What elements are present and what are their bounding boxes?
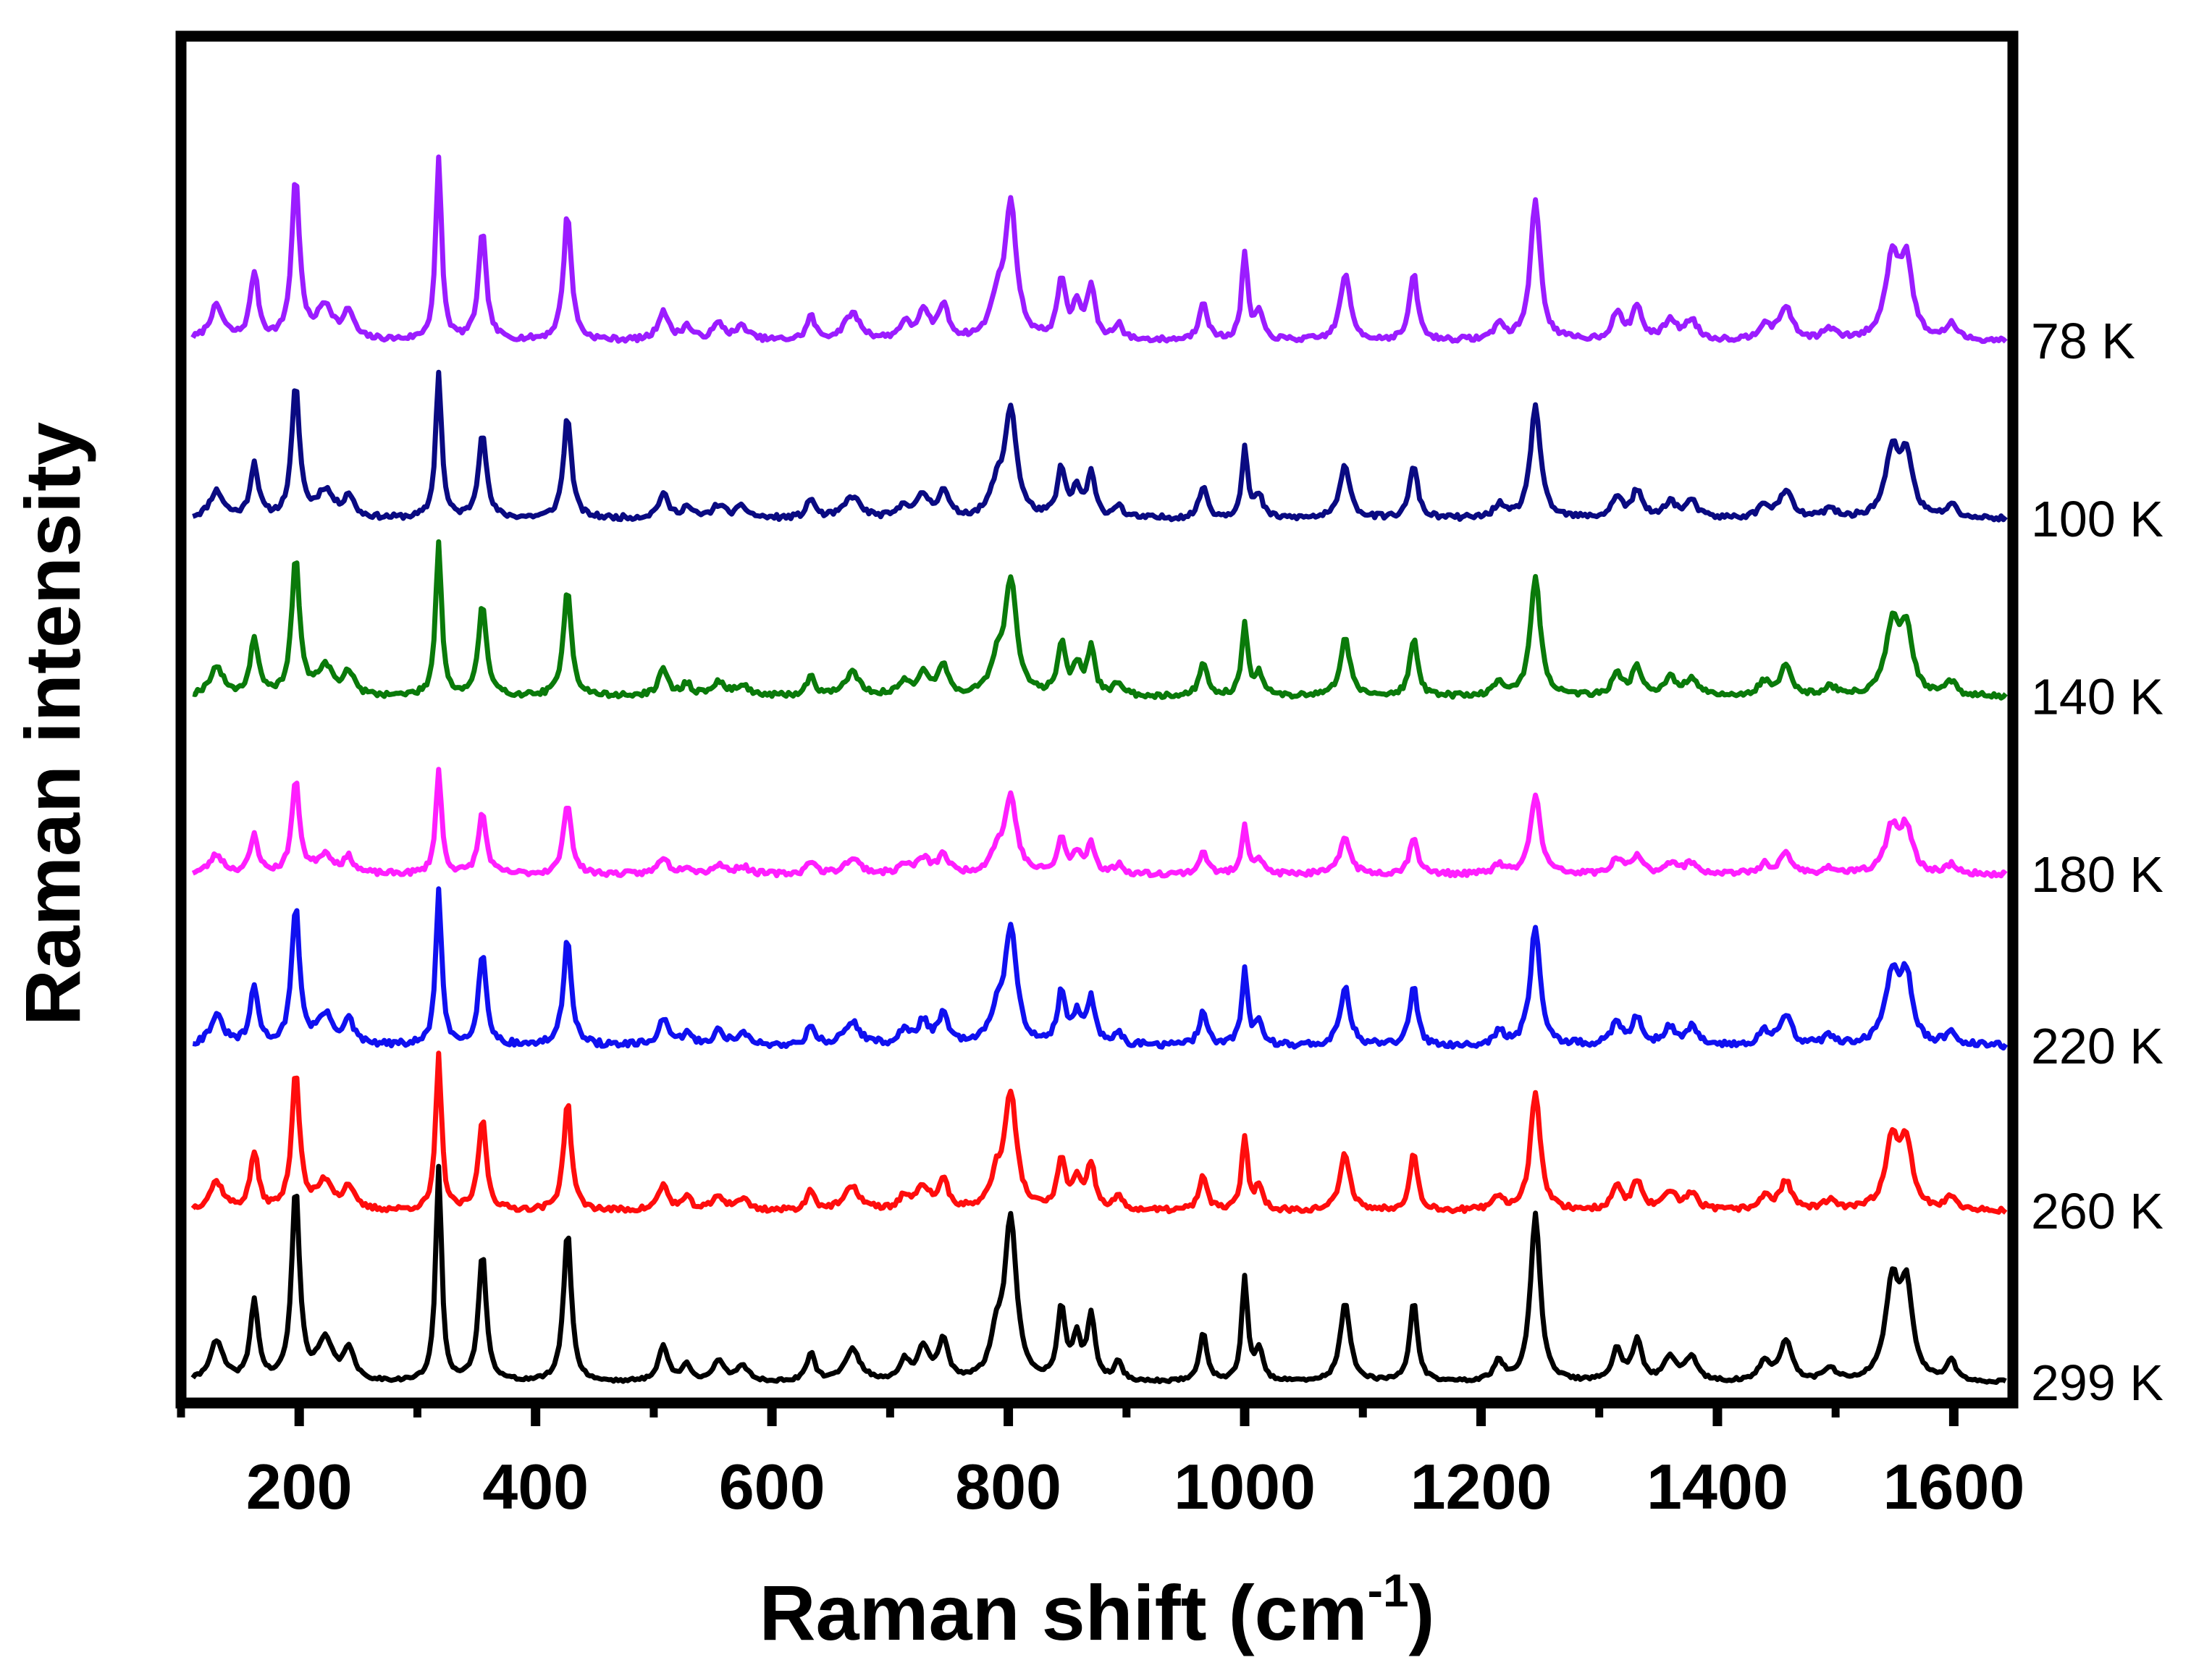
spectrum-78k (190, 154, 2008, 345)
temperature-label-220k: 220 K (2031, 1018, 2163, 1074)
x-ticks: 200 400 600 800 1000 1200 1400 1600 (177, 1403, 2025, 1522)
temperature-labels: 78 K 100 K 140 K 180 K 220 K 260 K 299 K (2031, 313, 2163, 1411)
spectrum-100k (192, 369, 2008, 523)
x-tick-label: 400 (482, 1451, 589, 1522)
x-axis-title-superscript: -1 (1368, 1564, 1409, 1617)
x-tick-label: 200 (246, 1451, 353, 1522)
x-axis-title: Raman shift (cm-1) (759, 1564, 1434, 1656)
x-tick-label: 1400 (1647, 1451, 1788, 1522)
spectrum-140k (192, 539, 2008, 701)
temperature-label-180k: 180 K (2031, 846, 2163, 903)
spectrum-299k (190, 1163, 2007, 1385)
temperature-label-140k: 140 K (2031, 668, 2163, 725)
trace-group (190, 154, 2009, 1385)
spectrum-260k (190, 1050, 2008, 1215)
temperature-label-78k: 78 K (2031, 313, 2135, 369)
temperature-label-260k: 260 K (2031, 1183, 2163, 1239)
y-axis-title: Raman intensity (9, 422, 96, 1026)
plot-frame (175, 30, 2019, 1409)
spectrum-220k (192, 886, 2009, 1051)
x-tick-label: 800 (955, 1451, 1061, 1522)
temperature-label-100k: 100 K (2031, 491, 2163, 547)
x-tick-label: 1600 (1883, 1451, 2025, 1522)
temperature-label-299k: 299 K (2031, 1354, 2163, 1411)
x-tick-label: 1200 (1410, 1451, 1552, 1522)
spectrum-180k (191, 767, 2008, 879)
x-tick-label: 1000 (1174, 1451, 1316, 1522)
x-tick-label: 600 (719, 1451, 825, 1522)
